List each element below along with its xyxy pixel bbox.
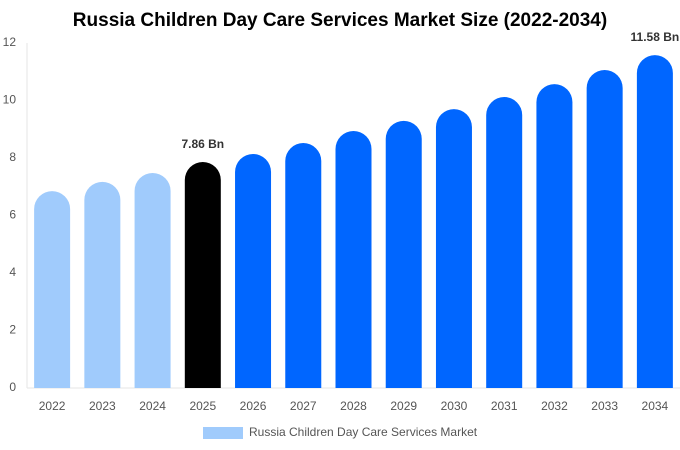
x-tick-label: 2026 (240, 399, 267, 413)
bar (335, 130, 372, 388)
value-label: 11.58 Bn (631, 30, 680, 44)
y-tick-label: 8 (9, 150, 16, 164)
bar (285, 143, 322, 388)
bar (134, 172, 171, 388)
bar (435, 109, 472, 388)
x-tick-label: 2032 (541, 399, 568, 413)
x-tick-label: 2030 (441, 399, 468, 413)
bar (184, 162, 221, 388)
chart-title: Russia Children Day Care Services Market… (73, 10, 607, 31)
y-tick-label: 4 (9, 265, 16, 279)
bar (34, 191, 71, 388)
x-tick-label: 2033 (591, 399, 618, 413)
x-tick-label: 2028 (340, 399, 367, 413)
x-tick-label: 2024 (139, 399, 166, 413)
legend-swatch (203, 427, 243, 439)
y-tick-label: 2 (9, 323, 16, 337)
value-label: 7.86 Bn (181, 137, 224, 151)
x-tick-label: 2023 (89, 399, 116, 413)
bar (536, 84, 573, 389)
legend-label: Russia Children Day Care Services Market (249, 425, 478, 439)
bar (235, 153, 272, 388)
bar (385, 120, 422, 388)
x-tick-label: 2029 (390, 399, 417, 413)
x-tick-label: 2022 (39, 399, 66, 413)
x-tick-label: 2027 (290, 399, 317, 413)
x-tick-label: 2034 (642, 399, 669, 413)
y-tick-label: 10 (3, 93, 17, 107)
bar (486, 97, 523, 389)
bar (586, 70, 623, 389)
bar (636, 55, 673, 388)
y-tick-label: 6 (9, 208, 16, 222)
bar (84, 181, 121, 388)
y-tick-label: 0 (9, 380, 16, 394)
x-tick-label: 2025 (189, 399, 216, 413)
y-tick-label: 12 (3, 35, 17, 49)
x-tick-label: 2031 (491, 399, 518, 413)
